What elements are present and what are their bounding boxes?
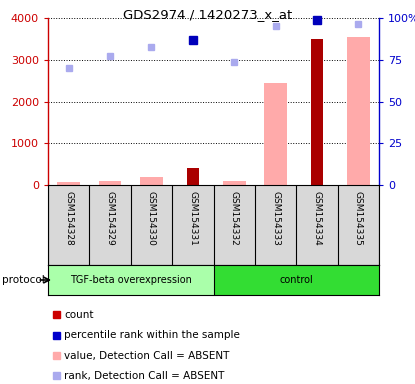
Text: value, Detection Call = ABSENT: value, Detection Call = ABSENT — [64, 351, 229, 361]
Bar — [213, 265, 379, 295]
Bar — [99, 181, 122, 185]
Text: TGF-beta overexpression: TGF-beta overexpression — [70, 275, 192, 285]
Bar — [187, 168, 199, 185]
Text: rank, Detection Call = ABSENT: rank, Detection Call = ABSENT — [64, 371, 225, 381]
Text: GSM154328: GSM154328 — [64, 191, 73, 246]
Bar — [223, 181, 246, 185]
Bar — [311, 39, 323, 185]
Bar — [53, 311, 60, 318]
Text: GDS2974 / 1420273_x_at: GDS2974 / 1420273_x_at — [123, 8, 292, 21]
Text: count: count — [64, 310, 93, 320]
Bar — [347, 37, 370, 185]
Bar — [48, 265, 213, 295]
Bar — [57, 182, 80, 185]
Bar — [53, 352, 60, 359]
Text: GSM154334: GSM154334 — [312, 191, 322, 246]
Bar — [53, 332, 60, 339]
Bar — [264, 83, 287, 185]
Text: GSM154331: GSM154331 — [188, 191, 197, 246]
Bar — [140, 177, 163, 185]
Text: protocol: protocol — [2, 275, 45, 285]
Text: GSM154329: GSM154329 — [105, 191, 115, 246]
Text: percentile rank within the sample: percentile rank within the sample — [64, 330, 240, 340]
Text: GSM154332: GSM154332 — [229, 191, 239, 246]
Text: GSM154335: GSM154335 — [354, 191, 363, 246]
Text: GSM154333: GSM154333 — [271, 191, 280, 246]
Bar — [53, 372, 60, 379]
Text: GSM154330: GSM154330 — [147, 191, 156, 246]
Text: control: control — [279, 275, 313, 285]
